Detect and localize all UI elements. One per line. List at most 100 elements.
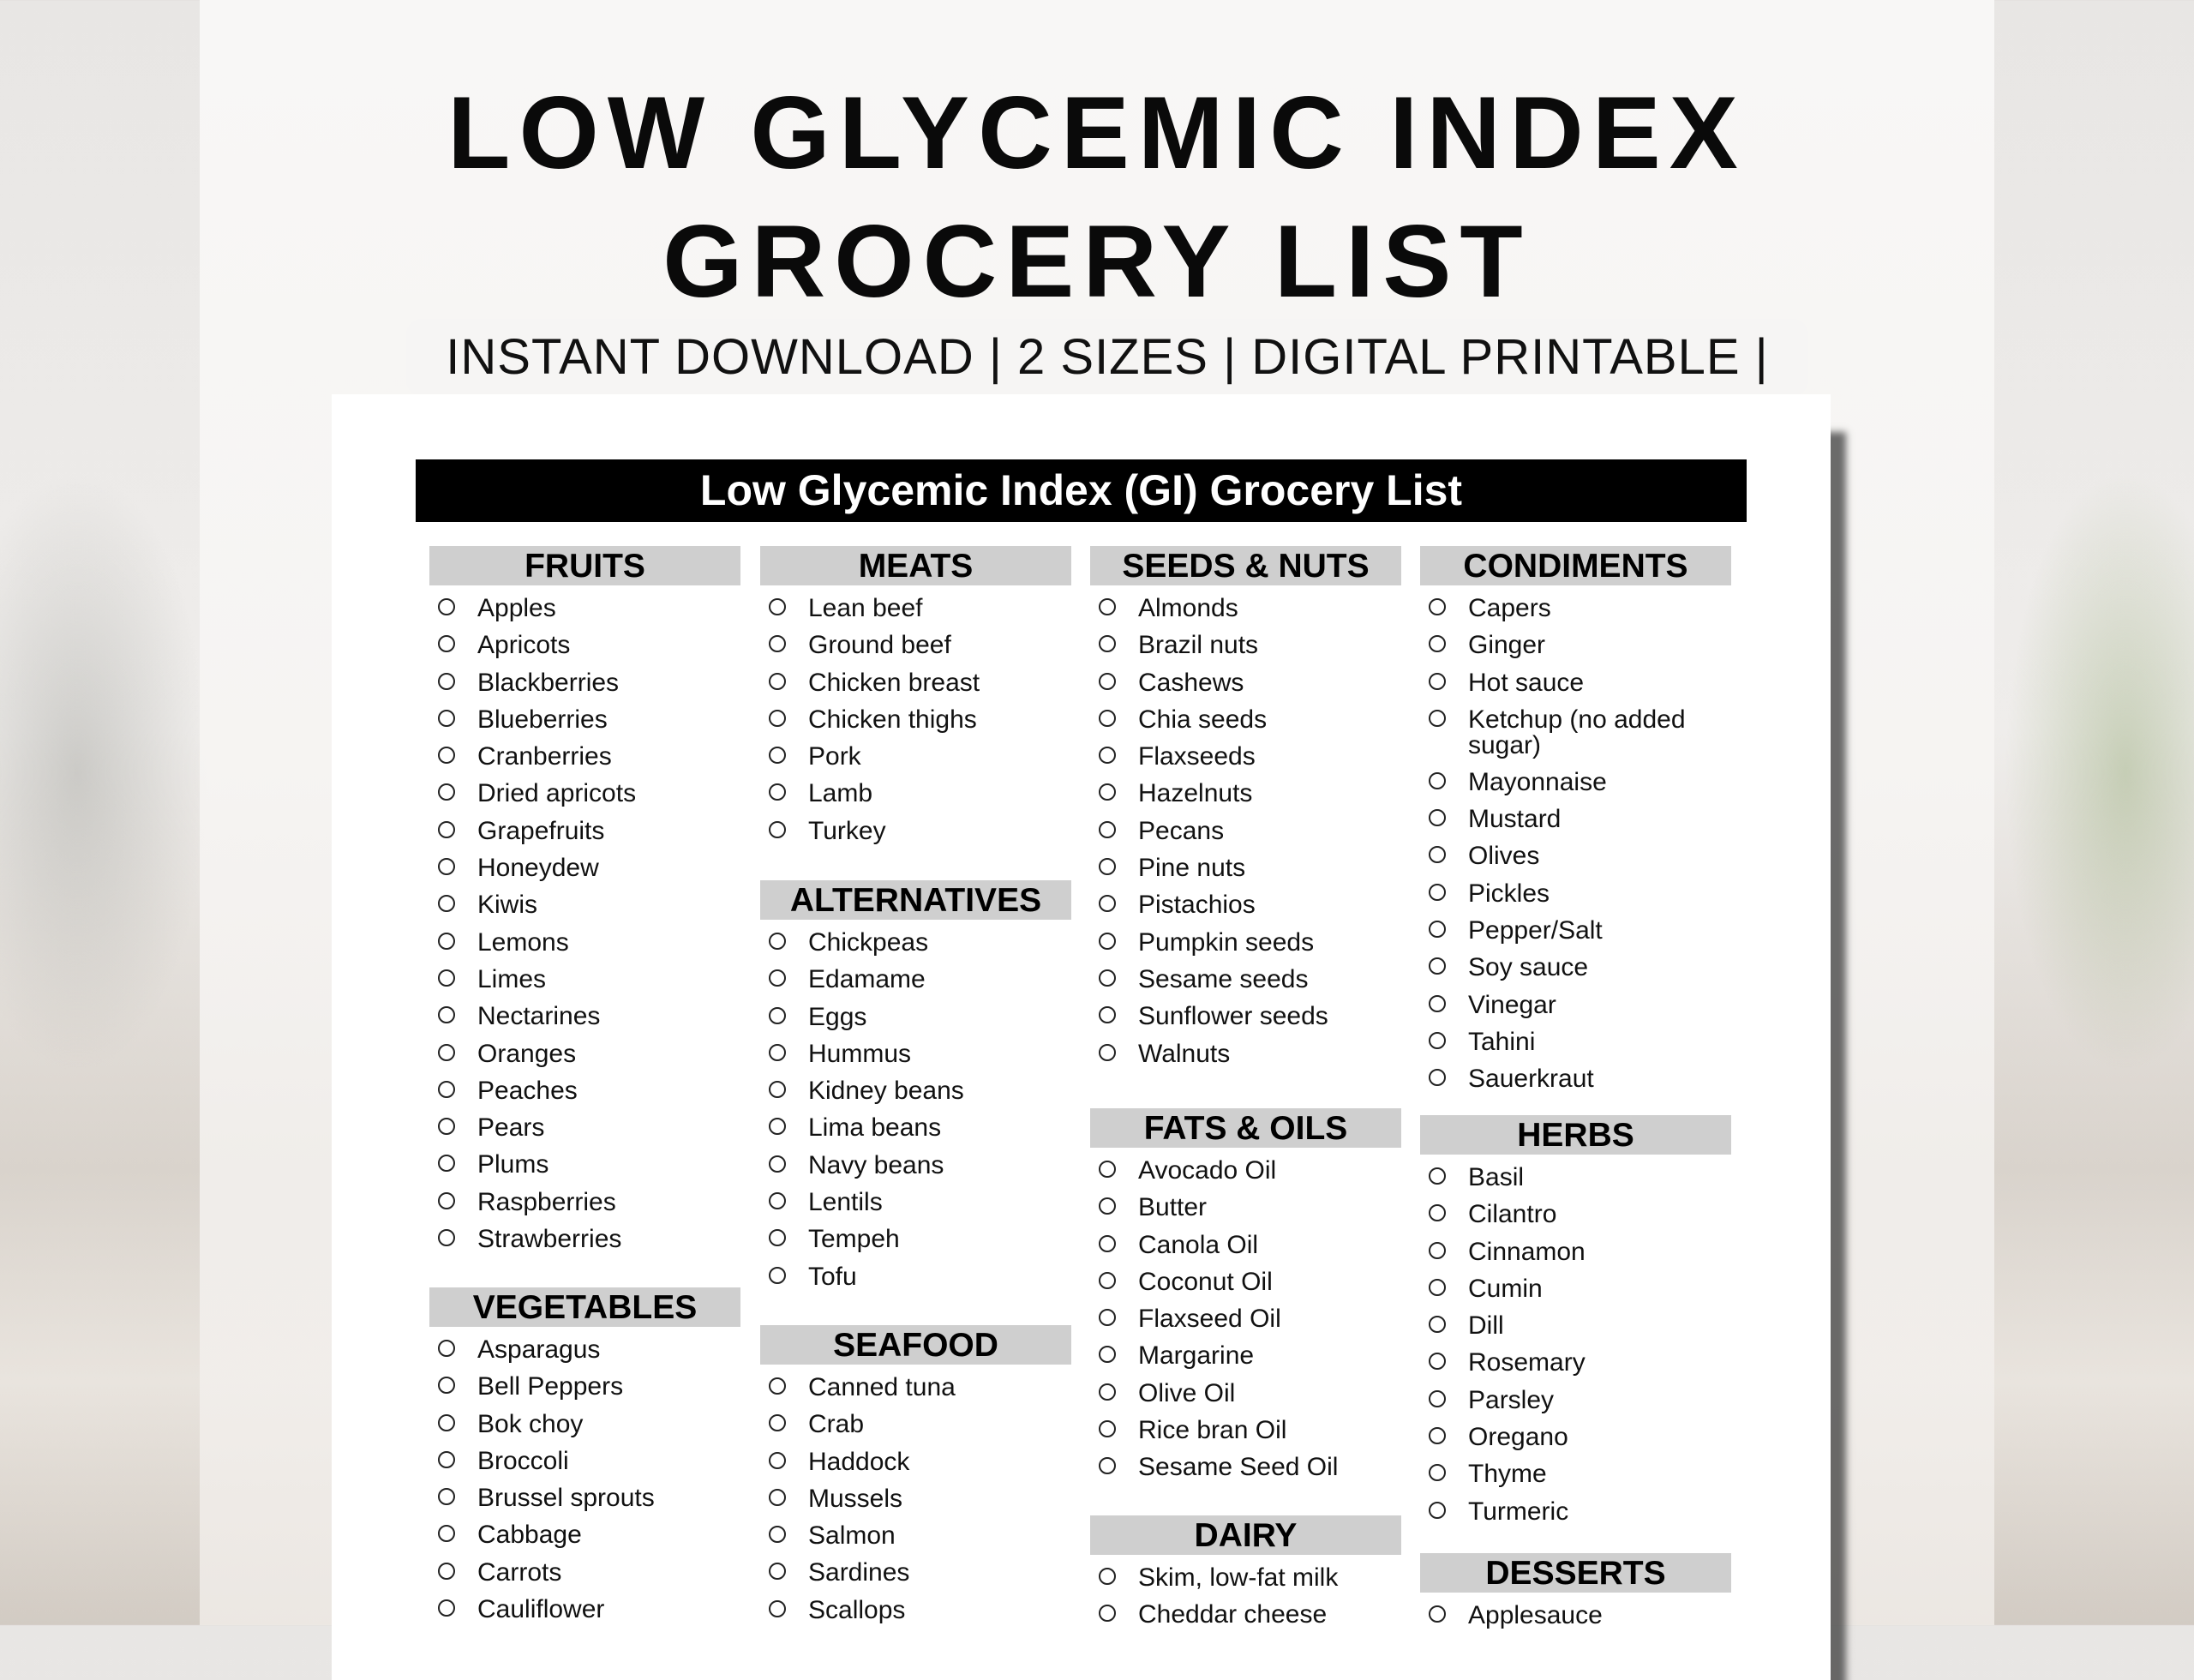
checkbox-circle-icon[interactable] (769, 1266, 786, 1284)
list-item[interactable]: Haddock (760, 1444, 1071, 1481)
list-item[interactable]: Pears (429, 1110, 740, 1147)
list-item[interactable]: Pecans (1090, 813, 1401, 850)
list-item[interactable]: Lamb (760, 776, 1071, 813)
checkbox-circle-icon[interactable] (1099, 783, 1116, 801)
checkbox-circle-icon[interactable] (1099, 635, 1116, 653)
list-item[interactable]: Pumpkin seeds (1090, 925, 1401, 962)
checkbox-circle-icon[interactable] (438, 1118, 455, 1136)
list-item[interactable]: Chia seeds (1090, 702, 1401, 739)
checkbox-circle-icon[interactable] (438, 1006, 455, 1024)
list-item[interactable]: Hummus (760, 1036, 1071, 1073)
list-item[interactable]: Eggs (760, 999, 1071, 1036)
checkbox-circle-icon[interactable] (769, 820, 786, 838)
checkbox-circle-icon[interactable] (438, 1043, 455, 1061)
checkbox-circle-icon[interactable] (438, 858, 455, 876)
list-item[interactable]: Kidney beans (760, 1073, 1071, 1110)
checkbox-circle-icon[interactable] (769, 1526, 786, 1544)
list-item[interactable]: Bell Peppers (429, 1369, 740, 1406)
checkbox-circle-icon[interactable] (438, 1599, 455, 1617)
list-item[interactable]: Butter (1090, 1190, 1401, 1227)
list-item[interactable]: Sesame seeds (1090, 962, 1401, 999)
checkbox-circle-icon[interactable] (1099, 672, 1116, 690)
checkbox-circle-icon[interactable] (1429, 709, 1446, 727)
checkbox-circle-icon[interactable] (1099, 1234, 1116, 1252)
list-item[interactable]: Ground beef (760, 627, 1071, 664)
list-item[interactable]: Pickles (1420, 876, 1731, 913)
list-item[interactable]: Parsley (1420, 1383, 1731, 1419)
checkbox-circle-icon[interactable] (1429, 921, 1446, 939)
list-item[interactable]: Cheddar cheese (1090, 1597, 1401, 1634)
list-item[interactable]: Scallops (760, 1593, 1071, 1629)
list-item[interactable]: Nectarines (429, 999, 740, 1035)
list-item[interactable]: Crab (760, 1407, 1071, 1443)
checkbox-circle-icon[interactable] (1429, 846, 1446, 864)
list-item[interactable]: Sesame Seed Oil (1090, 1449, 1401, 1486)
list-item[interactable]: Navy beans (760, 1148, 1071, 1185)
checkbox-circle-icon[interactable] (1099, 1420, 1116, 1438)
checkbox-circle-icon[interactable] (1429, 1167, 1446, 1185)
list-item[interactable]: Cumin (1420, 1271, 1731, 1308)
list-item[interactable]: Pepper/Salt (1420, 913, 1731, 950)
list-item[interactable]: Tahini (1420, 1024, 1731, 1061)
list-item[interactable]: Apricots (429, 627, 740, 664)
checkbox-circle-icon[interactable] (769, 1155, 786, 1173)
list-item[interactable]: Coconut Oil (1090, 1264, 1401, 1301)
checkbox-circle-icon[interactable] (1099, 1161, 1116, 1178)
checkbox-circle-icon[interactable] (769, 1043, 786, 1061)
list-item[interactable]: Ginger (1420, 627, 1731, 664)
list-item[interactable]: Chicken thighs (760, 702, 1071, 739)
checkbox-circle-icon[interactable] (1429, 1389, 1446, 1407)
list-item[interactable]: Edamame (760, 962, 1071, 999)
checkbox-circle-icon[interactable] (769, 1081, 786, 1099)
list-item[interactable]: Grapefruits (429, 813, 740, 850)
checkbox-circle-icon[interactable] (438, 1488, 455, 1506)
checkbox-circle-icon[interactable] (438, 1340, 455, 1357)
list-item[interactable]: Lima beans (760, 1110, 1071, 1147)
list-item[interactable]: Turkey (760, 813, 1071, 850)
checkbox-circle-icon[interactable] (438, 635, 455, 653)
checkbox-circle-icon[interactable] (1429, 1427, 1446, 1445)
list-item[interactable]: Avocado Oil (1090, 1153, 1401, 1190)
list-item[interactable]: Tofu (760, 1259, 1071, 1296)
checkbox-circle-icon[interactable] (1429, 1069, 1446, 1087)
checkbox-circle-icon[interactable] (1099, 895, 1116, 913)
checkbox-circle-icon[interactable] (769, 1599, 786, 1617)
checkbox-circle-icon[interactable] (438, 1377, 455, 1395)
list-item[interactable]: Honeydew (429, 850, 740, 887)
checkbox-circle-icon[interactable] (1429, 1316, 1446, 1334)
list-item[interactable]: Almonds (1090, 591, 1401, 627)
checkbox-circle-icon[interactable] (438, 895, 455, 913)
list-item[interactable]: Skim, low-fat milk (1090, 1560, 1401, 1597)
list-item[interactable]: Olives (1420, 838, 1731, 875)
checkbox-circle-icon[interactable] (438, 1191, 455, 1209)
checkbox-circle-icon[interactable] (1429, 1605, 1446, 1623)
list-item[interactable]: Blackberries (429, 665, 740, 702)
checkbox-circle-icon[interactable] (1099, 1309, 1116, 1327)
checkbox-circle-icon[interactable] (438, 1525, 455, 1543)
list-item[interactable]: Raspberries (429, 1185, 740, 1221)
list-item[interactable]: Cilantro (1420, 1197, 1731, 1233)
list-item[interactable]: Dried apricots (429, 776, 740, 813)
checkbox-circle-icon[interactable] (438, 709, 455, 727)
checkbox-circle-icon[interactable] (1429, 957, 1446, 975)
list-item[interactable]: Brazil nuts (1090, 627, 1401, 664)
list-item[interactable]: Lentils (760, 1185, 1071, 1221)
checkbox-circle-icon[interactable] (1429, 598, 1446, 615)
checkbox-circle-icon[interactable] (1429, 1241, 1446, 1259)
checkbox-circle-icon[interactable] (1429, 672, 1446, 690)
list-item[interactable]: Carrots (429, 1555, 740, 1592)
checkbox-circle-icon[interactable] (438, 969, 455, 987)
checkbox-circle-icon[interactable] (769, 672, 786, 690)
checkbox-circle-icon[interactable] (1099, 1457, 1116, 1475)
list-item[interactable]: Rosemary (1420, 1345, 1731, 1382)
checkbox-circle-icon[interactable] (1429, 1204, 1446, 1222)
checkbox-circle-icon[interactable] (769, 598, 786, 615)
checkbox-circle-icon[interactable] (438, 1562, 455, 1580)
checkbox-circle-icon[interactable] (1429, 994, 1446, 1012)
checkbox-circle-icon[interactable] (769, 1563, 786, 1581)
list-item[interactable]: Applesauce (1420, 1598, 1731, 1635)
list-item[interactable]: Pistachios (1090, 887, 1401, 924)
checkbox-circle-icon[interactable] (769, 1451, 786, 1469)
checkbox-circle-icon[interactable] (1429, 635, 1446, 653)
list-item[interactable]: Soy sauce (1420, 950, 1731, 987)
